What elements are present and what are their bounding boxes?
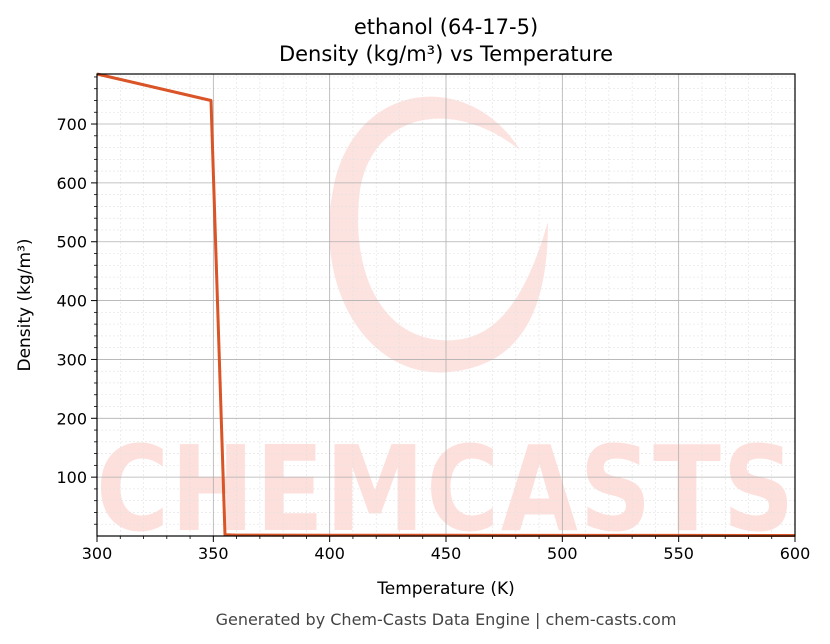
x-axis-label: Temperature (K)	[376, 579, 515, 599]
x-tick-label: 600	[780, 544, 811, 563]
x-tick-label: 350	[198, 544, 229, 563]
y-tick-label: 300	[56, 350, 87, 369]
x-axis: 300 350 400 450 500 550 600	[82, 536, 811, 563]
x-tick-label: 400	[314, 544, 345, 563]
y-tick-label: 100	[56, 468, 87, 487]
y-tick-label: 500	[56, 233, 87, 252]
footer-credit: Generated by Chem-Casts Data Engine | ch…	[216, 610, 677, 629]
chart-title: ethanol (64-17-5)	[354, 15, 538, 39]
y-tick-label: 600	[56, 174, 87, 193]
x-tick-label: 500	[547, 544, 578, 563]
chart-subtitle: Density (kg/m³) vs Temperature	[279, 42, 613, 66]
watermark-swirl-icon	[329, 96, 548, 373]
x-tick-label: 300	[82, 544, 113, 563]
x-tick-label: 550	[663, 544, 694, 563]
x-tick-label: 450	[431, 544, 462, 563]
y-tick-label: 400	[56, 292, 87, 311]
y-axis: 100 200 300 400 500 600 700	[56, 76, 97, 525]
grid	[96, 74, 796, 536]
y-tick-label: 700	[56, 115, 87, 134]
y-tick-label: 200	[56, 409, 87, 428]
y-axis-label: Density (kg/m³)	[15, 238, 35, 371]
